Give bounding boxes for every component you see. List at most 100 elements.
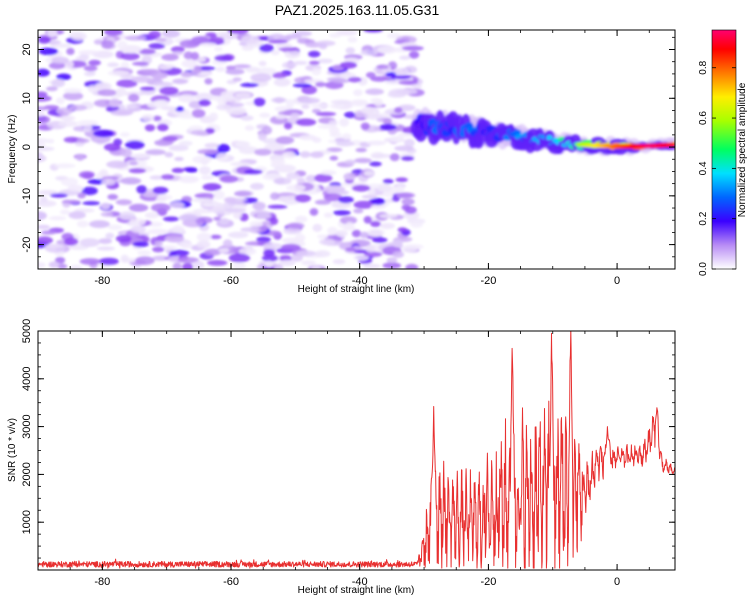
heatmap-cell: [60, 115, 76, 121]
heatmap-cell: [174, 156, 184, 162]
heatmap-cell: [148, 43, 166, 49]
heatmap-cell: [107, 62, 119, 68]
heatmap-cell: [68, 211, 86, 220]
heatmap-cell: [116, 79, 138, 88]
heatmap-cell: [258, 132, 267, 141]
heatmap-cell: [88, 59, 101, 66]
heatmap-cell: [309, 208, 319, 216]
heatmap-cell: [369, 229, 383, 237]
heatmap-cell: [180, 242, 194, 249]
heatmap-cell: [395, 88, 418, 95]
heatmap-cell: [201, 175, 214, 180]
snr-xtick-label: -40: [352, 576, 368, 588]
heatmap-cell: [38, 262, 46, 268]
heatmap-cell: [363, 170, 375, 176]
heatmap-cell: [282, 61, 297, 69]
heatmap-cell: [328, 119, 338, 126]
heatmap-cell: [83, 124, 93, 132]
heatmap-cell: [271, 263, 284, 269]
heatmap-cell: [196, 232, 212, 242]
heatmap-cell: [253, 97, 266, 107]
heatmap-cell: [363, 263, 381, 269]
heatmap-cell: [63, 91, 84, 101]
heatmap-cell: [256, 81, 269, 86]
heatmap-cell: [38, 47, 59, 56]
heatmap-cell: [93, 39, 104, 45]
heatmap-cell: [272, 72, 287, 79]
heatmap-cell: [39, 196, 48, 203]
heatmap-cell: [254, 148, 272, 156]
heatmap-cell: [78, 50, 99, 55]
heatmap-cell: [267, 204, 288, 209]
heatmap-cell: [193, 260, 205, 269]
heatmap-cell: [172, 225, 185, 234]
heatmap-cell: [401, 244, 418, 253]
heatmap-cell: [402, 45, 424, 51]
snr-ytick-label: 2000: [21, 462, 33, 486]
heatmap-cell: [355, 147, 367, 153]
heatmap-cell: [192, 155, 213, 164]
heatmap-cell: [299, 134, 317, 141]
heatmap-cell: [125, 103, 138, 110]
heatmap-cell: [64, 237, 79, 246]
heatmap-cell: [401, 198, 415, 206]
heatmap-cell: [295, 215, 308, 223]
heatmap-cell: [282, 151, 297, 159]
heatmap-cell: [172, 51, 184, 56]
heatmap-cell: [546, 135, 553, 141]
snr-ytick-label: 4000: [21, 367, 33, 391]
heatmap-cell: [94, 82, 109, 90]
heatmap-cell: [327, 226, 338, 236]
heatmap-cell: [225, 68, 245, 75]
heatmap-cell: [347, 76, 362, 83]
heatmap-cell: [380, 222, 395, 230]
heatmap-cell: [209, 112, 219, 121]
heatmap-cell: [141, 114, 155, 122]
heatmap-cell: [240, 115, 254, 121]
spectrogram-ytick-label: -20: [21, 237, 33, 253]
heatmap-cell: [308, 50, 321, 58]
heatmap-cell: [338, 196, 354, 204]
heatmap-cell: [115, 234, 132, 243]
heatmap-cell: [286, 184, 306, 192]
heatmap-cell: [222, 239, 233, 249]
heatmap-cell: [360, 122, 370, 131]
heatmap-cell: [244, 125, 255, 131]
heatmap-cell: [214, 46, 223, 52]
heatmap-cell: [58, 120, 78, 127]
heatmap-cell: [152, 81, 174, 87]
heatmap-cell: [408, 51, 420, 59]
figure-title: PAZ1.2025.163.11.05.G31: [275, 2, 440, 18]
heatmap-cell: [393, 67, 410, 76]
heatmap-cell: [366, 140, 387, 146]
heatmap-cell: [250, 182, 264, 190]
heatmap-cell: [197, 71, 213, 76]
heatmap-cell: [164, 151, 174, 158]
heatmap-cell: [177, 257, 199, 264]
heatmap-cell: [234, 190, 252, 197]
heatmap-cell: [329, 155, 339, 161]
heatmap-cell: [120, 177, 142, 185]
heatmap-cell: [178, 94, 196, 103]
heatmap-cell: [315, 111, 337, 117]
heatmap-cell: [171, 167, 185, 173]
heatmap-cell: [292, 60, 308, 65]
heatmap-cell: [252, 201, 266, 211]
heatmap-cell: [63, 88, 82, 94]
heatmap-cell: [104, 30, 123, 36]
heatmap-cell: [311, 108, 321, 114]
heatmap-cell: [181, 59, 198, 68]
heatmap-cell: [41, 230, 56, 235]
heatmap-cell: [394, 107, 403, 114]
heatmap-cell: [56, 73, 72, 81]
heatmap-cell: [343, 172, 356, 181]
colorbar-tick-label: 0.8: [698, 60, 709, 74]
heatmap-cell: [395, 185, 405, 193]
heatmap-cell: [204, 248, 222, 256]
heatmap-cell: [209, 36, 225, 43]
heatmap-cell: [386, 257, 398, 264]
heatmap-cell: [175, 106, 185, 112]
heatmap-cell: [397, 227, 408, 233]
heatmap-cell: [391, 75, 412, 80]
heatmap-cell: [372, 237, 388, 244]
